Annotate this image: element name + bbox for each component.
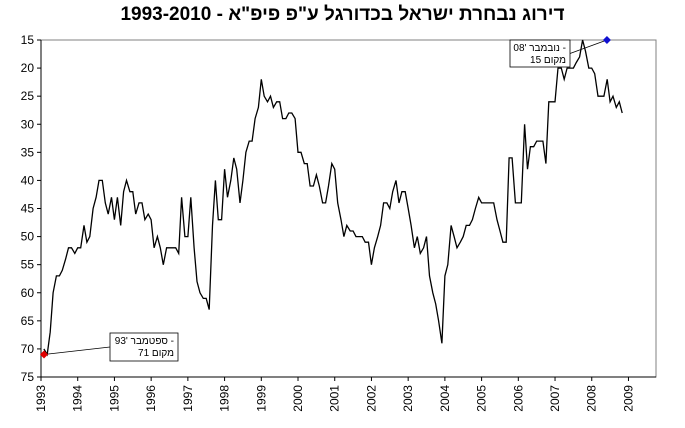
x-tick-label: 2000 xyxy=(291,385,305,412)
y-tick-label: 45 xyxy=(21,202,35,216)
annotation-marker xyxy=(602,36,611,44)
chart-title: דירוג נבחרת ישראל בכדורגל ע"פ פיפ"א - 19… xyxy=(120,4,565,25)
x-tick-label: 2002 xyxy=(364,385,378,412)
x-tick-label: 1995 xyxy=(107,385,121,412)
x-tick-label: 2003 xyxy=(401,385,415,412)
x-tick-label: 1996 xyxy=(144,385,158,412)
y-tick-label: 30 xyxy=(21,117,35,131)
x-tick-label: 2001 xyxy=(328,385,342,412)
x-tick-label: 2008 xyxy=(585,385,599,412)
annotation-text: נובמבר '08 - xyxy=(513,43,566,54)
x-tick-label: 2005 xyxy=(475,385,489,412)
y-tick-label: 20 xyxy=(21,61,35,75)
plot-area-frame xyxy=(40,39,657,378)
y-tick-label: 50 xyxy=(21,230,35,244)
annotation-marker xyxy=(40,350,48,359)
annotation-text: מקום 71 xyxy=(138,348,174,359)
x-tick-label: 1993 xyxy=(34,385,48,412)
x-tick-label: 1999 xyxy=(254,385,268,412)
annotation-text: ספטמבר '93 - xyxy=(115,336,174,347)
x-tick-label: 2007 xyxy=(548,385,562,412)
y-tick-label: 40 xyxy=(21,173,35,187)
annotation-box xyxy=(109,332,179,362)
annotation-leader-line xyxy=(569,39,608,54)
x-tick-label: 1997 xyxy=(181,385,195,412)
x-tick-label: 1994 xyxy=(71,385,85,412)
y-tick-label: 70 xyxy=(21,342,35,356)
annotation-text: מקום 15 xyxy=(530,55,566,66)
y-tick-label: 25 xyxy=(21,89,35,103)
y-tick-label: 75 xyxy=(21,370,35,384)
y-tick-label: 55 xyxy=(21,258,35,272)
ranking-line xyxy=(43,39,623,357)
y-tick-label: 65 xyxy=(21,314,35,328)
annotation-box xyxy=(509,39,571,68)
y-tick-label: 15 xyxy=(21,33,35,47)
annotation-leader-line xyxy=(43,346,111,355)
x-tick-label: 2009 xyxy=(621,385,635,412)
y-tick-label: 60 xyxy=(21,286,35,300)
x-tick-label: 2004 xyxy=(438,385,452,412)
x-tick-label: 1998 xyxy=(218,385,232,412)
y-tick-label: 35 xyxy=(21,145,35,159)
x-tick-label: 2006 xyxy=(511,385,525,412)
